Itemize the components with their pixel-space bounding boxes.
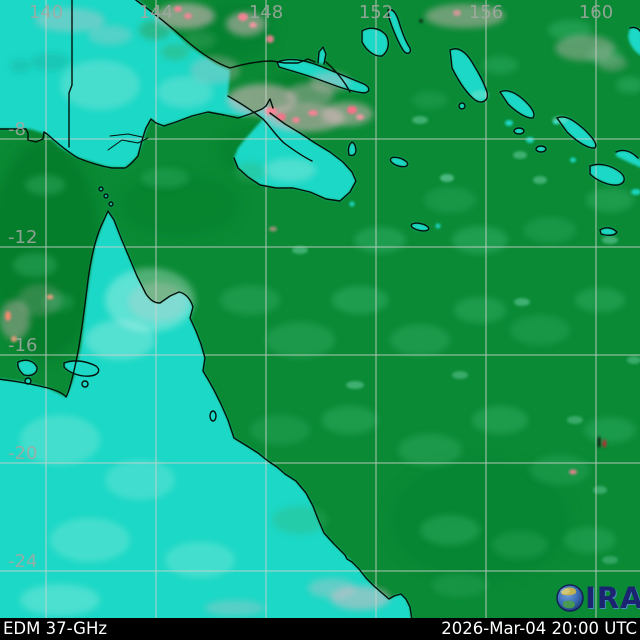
coastlines: [0, 0, 640, 621]
outline-new-ireland: [361, 8, 412, 57]
grid-labels: 140 144 148 152 156 160 -8 -12 -16 -20 -…: [8, 2, 613, 572]
lat-lon-grid: [0, 0, 640, 618]
cloud-mottle-green: [13, 20, 640, 597]
cira-globe-land: [563, 600, 576, 609]
outline-islet: [98, 186, 104, 192]
lon-label: 152: [359, 2, 393, 23]
cira-globe-gloss: [560, 588, 570, 594]
outline-choiseul: [499, 90, 535, 119]
island-new-ireland-spike: [388, 9, 411, 54]
outline-islet: [389, 156, 409, 168]
outline-mornington: [17, 359, 38, 377]
lat-label: -16: [8, 335, 37, 356]
outline-bougainville: [449, 48, 489, 103]
island-new-ireland: [362, 28, 389, 57]
coast-fly-delta-channels: [107, 133, 149, 151]
outline-islet: [410, 222, 430, 232]
outline-islet: [108, 201, 114, 207]
outline-islet: [103, 193, 109, 199]
islet: [349, 201, 355, 207]
outline-hinchinbrook: [209, 410, 217, 422]
coast-huon-south: [227, 95, 313, 162]
lon-label: 156: [469, 2, 503, 23]
lat-label: -12: [8, 227, 37, 248]
lon-label: 144: [139, 2, 173, 23]
island-bit: [536, 146, 546, 152]
outline-finger: [317, 46, 327, 65]
cira-logo-text-shadow: IRA: [586, 582, 640, 616]
coast-queensland: [0, 210, 413, 621]
coast-new-guinea-south: [0, 98, 274, 169]
cloud-flecks: [292, 90, 640, 564]
lat-label: -24: [8, 551, 37, 572]
island-santa-isabel: [557, 116, 596, 149]
island-dot: [25, 378, 31, 384]
island-bit: [505, 120, 513, 126]
lat-label: -8: [8, 119, 26, 140]
outline-islets-tail: [347, 141, 357, 157]
island-bit: [631, 189, 640, 195]
cira-globe-land: [561, 587, 577, 596]
cira-logo: IRA IRA: [556, 581, 640, 616]
outline-dot: [81, 380, 89, 388]
island-dot: [459, 103, 465, 109]
outline-wellesley: [63, 360, 100, 377]
island-bit: [526, 137, 534, 143]
lon-label: 160: [579, 2, 613, 23]
timestamp-label: 2026-Mar-04 20:00 UTC: [441, 619, 637, 638]
outline-bit: [513, 127, 525, 135]
outline-bit: [535, 145, 547, 153]
outline-ne-islands: [599, 26, 640, 237]
annotation-bar: EDM 37-GHz 2026-Mar-04 20:00 UTC: [0, 618, 640, 640]
satellite-map-image: 140 144 148 152 156 160 -8 -12 -16 -20 -…: [0, 0, 640, 624]
product-label: EDM 37-GHz: [3, 619, 108, 638]
island-bougainville: [450, 48, 488, 103]
island-choiseul: [500, 90, 535, 119]
satellite-map-area: 140 144 148 152 156 160 -8 -12 -16 -20 -…: [0, 0, 640, 624]
outline-new-britain: [276, 58, 370, 94]
coast-png-tail: [233, 112, 357, 202]
cira-logo-text: IRA: [585, 581, 640, 615]
island-mornington: [17, 360, 38, 376]
island-bit: [514, 128, 524, 134]
island-dot: [82, 381, 88, 387]
lat-label: -20: [8, 443, 37, 464]
island-hinchinbrook: [210, 411, 216, 421]
islet-trobriand: [348, 142, 356, 156]
outline-santa-isabel: [556, 116, 597, 149]
lon-label: 140: [29, 2, 63, 23]
island-right-edge: [628, 27, 640, 55]
border-141e: [68, 0, 73, 148]
outline-dot: [24, 377, 32, 385]
lon-label: 148: [249, 2, 283, 23]
region-png-tail: [234, 113, 356, 201]
outline-dot: [458, 102, 466, 110]
islet: [435, 223, 441, 229]
island-bit: [570, 157, 576, 163]
outline-guadalcanal: [589, 163, 625, 186]
